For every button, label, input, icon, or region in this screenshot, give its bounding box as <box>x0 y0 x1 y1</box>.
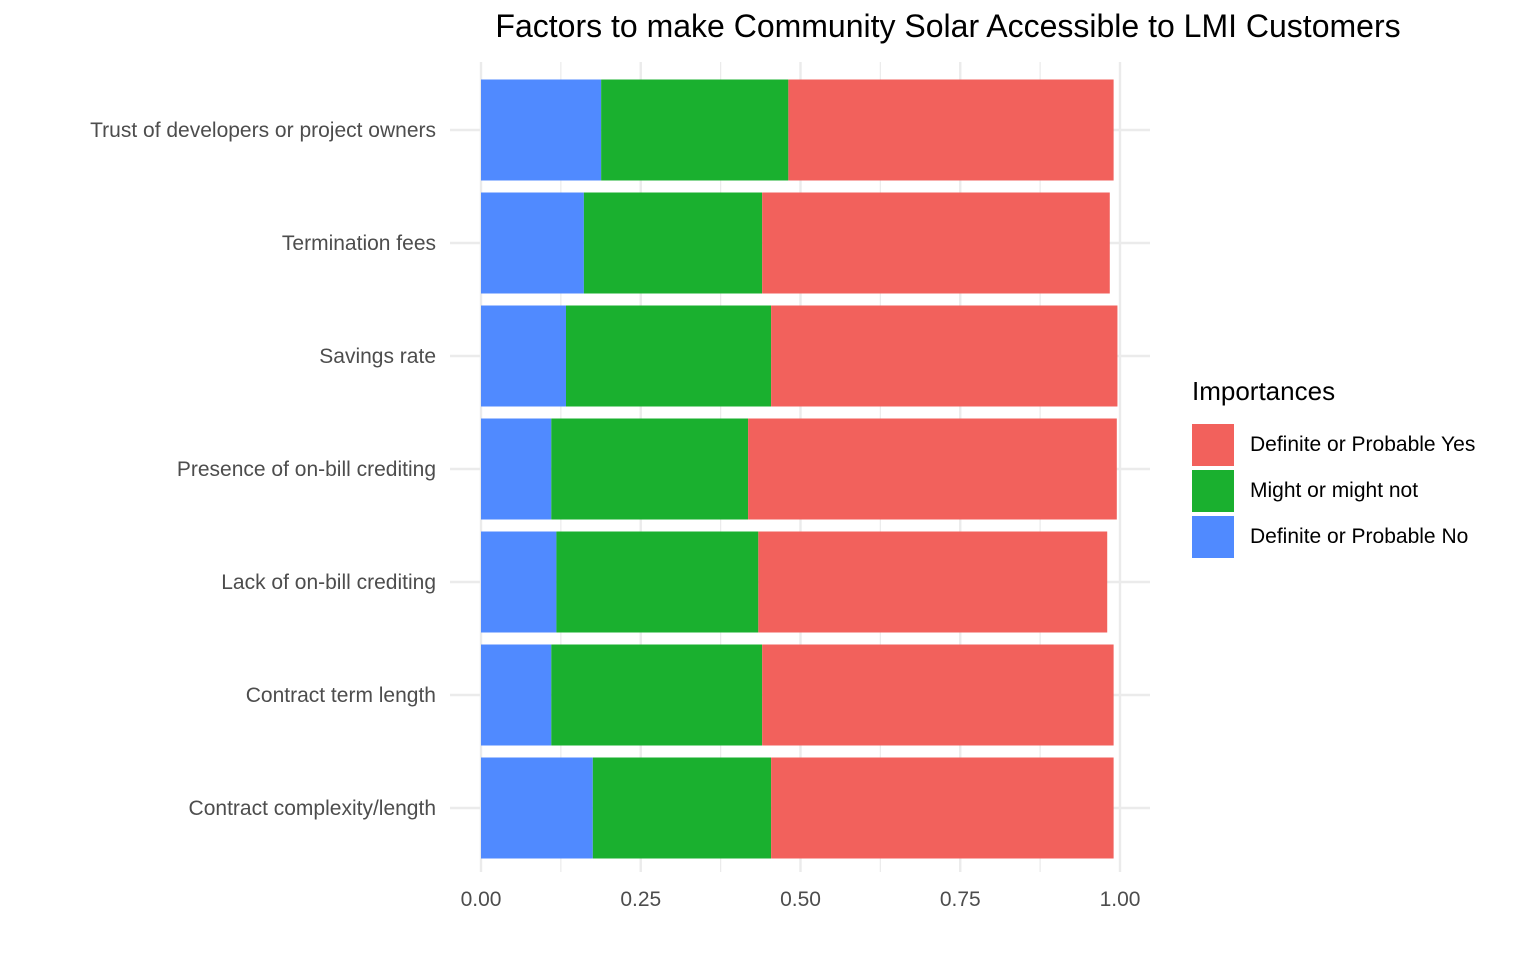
legend-items: Definite or Probable Yes Might or might n… <box>1192 422 1475 560</box>
y-tick-label: Trust of developers or project owners <box>90 119 436 142</box>
x-tick-label: 1.00 <box>1100 888 1141 911</box>
x-tick-label: 0.75 <box>940 888 981 911</box>
bar-definite-or-probable-yes <box>771 305 1118 407</box>
legend-swatch <box>1192 516 1234 558</box>
bar-definite-or-probable-yes <box>762 192 1110 294</box>
y-tick-label: Termination fees <box>282 232 436 255</box>
bar-definite-or-probable-no <box>481 192 584 294</box>
x-axis-labels: 0.00 0.25 0.50 0.75 1.00 <box>461 888 1141 911</box>
legend-swatch <box>1192 470 1234 512</box>
y-axis-labels: Contract complexity/length Contract term … <box>90 119 436 820</box>
bars <box>481 79 1118 859</box>
chart-title: Factors to make Community Solar Accessib… <box>495 8 1401 44</box>
bar-might-or-might-not <box>551 644 763 746</box>
x-tick-label: 0.25 <box>620 888 661 911</box>
legend-item-definite-or-probable-no: Definite or Probable No <box>1192 514 1475 560</box>
bar-definite-or-probable-no <box>481 644 552 746</box>
y-tick-label: Savings rate <box>319 345 436 368</box>
y-tick-label: Lack of on-bill crediting <box>221 571 436 594</box>
x-tick-label: 0.50 <box>780 888 821 911</box>
legend-label: Definite or Probable Yes <box>1250 433 1476 456</box>
bar-definite-or-probable-yes <box>771 757 1114 859</box>
bar-definite-or-probable-no <box>481 757 593 859</box>
legend-swatch <box>1192 424 1234 466</box>
y-tick-label: Contract complexity/length <box>189 797 436 820</box>
bar-definite-or-probable-yes <box>748 418 1117 520</box>
legend: Importances Definite or Probable Yes Migh… <box>1192 376 1475 560</box>
x-tick-label: 0.00 <box>461 888 502 911</box>
y-tick-label: Contract term length <box>246 684 436 707</box>
bar-might-or-might-not <box>565 305 772 407</box>
bar-definite-or-probable-no <box>481 418 552 520</box>
bar-might-or-might-not <box>551 418 749 520</box>
bar-might-or-might-not <box>601 79 789 181</box>
y-tick-label: Presence of on-bill crediting <box>177 458 436 481</box>
bar-definite-or-probable-yes <box>788 79 1114 181</box>
bar-definite-or-probable-no <box>481 79 602 181</box>
legend-item-might-or-might-not: Might or might not <box>1192 468 1475 514</box>
legend-title: Importances <box>1192 376 1336 406</box>
bar-definite-or-probable-no <box>481 305 566 407</box>
bar-definite-or-probable-no <box>481 531 557 633</box>
legend-item-definite-or-probable-yes: Definite or Probable Yes <box>1192 422 1475 468</box>
legend-label: Might or might not <box>1250 479 1419 502</box>
bar-might-or-might-not <box>592 757 772 859</box>
bar-might-or-might-not <box>556 531 759 633</box>
legend-label: Definite or Probable No <box>1250 525 1469 548</box>
bar-might-or-might-not <box>583 192 763 294</box>
bar-definite-or-probable-yes <box>762 644 1114 746</box>
bar-definite-or-probable-yes <box>758 531 1108 633</box>
